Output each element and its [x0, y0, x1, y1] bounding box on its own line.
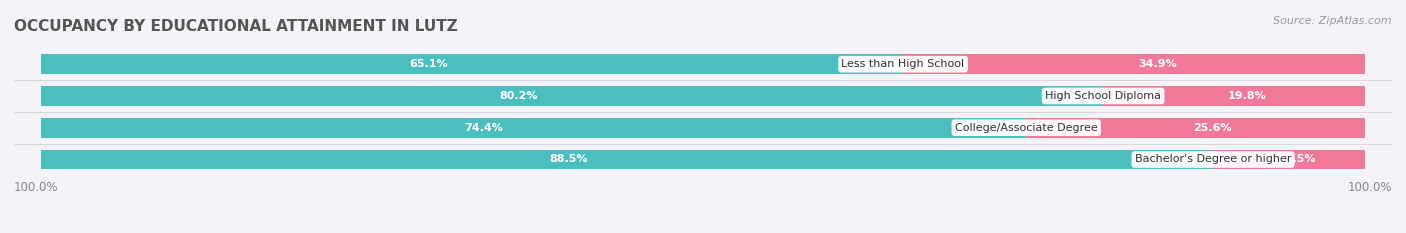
Text: 88.5%: 88.5% — [548, 154, 588, 164]
Bar — [41, 118, 1365, 137]
Bar — [1213, 150, 1365, 169]
Text: 100.0%: 100.0% — [14, 181, 59, 194]
Text: 74.4%: 74.4% — [465, 123, 503, 133]
Bar — [41, 86, 1104, 106]
Text: Source: ZipAtlas.com: Source: ZipAtlas.com — [1274, 16, 1392, 26]
Bar — [903, 54, 1365, 74]
Text: Less than High School: Less than High School — [842, 59, 965, 69]
Bar — [41, 150, 1213, 169]
Text: 25.6%: 25.6% — [1194, 123, 1232, 133]
Bar — [1104, 86, 1365, 106]
Bar — [1026, 118, 1365, 137]
Bar — [41, 54, 1365, 74]
Text: 34.9%: 34.9% — [1137, 59, 1177, 69]
Text: 80.2%: 80.2% — [499, 91, 538, 101]
Text: High School Diploma: High School Diploma — [1045, 91, 1161, 101]
Text: OCCUPANCY BY EDUCATIONAL ATTAINMENT IN LUTZ: OCCUPANCY BY EDUCATIONAL ATTAINMENT IN L… — [14, 19, 458, 34]
Bar — [41, 118, 1026, 137]
Text: 19.8%: 19.8% — [1227, 91, 1267, 101]
Bar — [41, 54, 903, 74]
Text: 100.0%: 100.0% — [1347, 181, 1392, 194]
Text: College/Associate Degree: College/Associate Degree — [955, 123, 1098, 133]
Text: Bachelor's Degree or higher: Bachelor's Degree or higher — [1135, 154, 1291, 164]
Text: 11.5%: 11.5% — [1278, 154, 1316, 164]
Text: 65.1%: 65.1% — [409, 59, 449, 69]
Bar — [41, 150, 1365, 169]
Bar — [41, 86, 1365, 106]
